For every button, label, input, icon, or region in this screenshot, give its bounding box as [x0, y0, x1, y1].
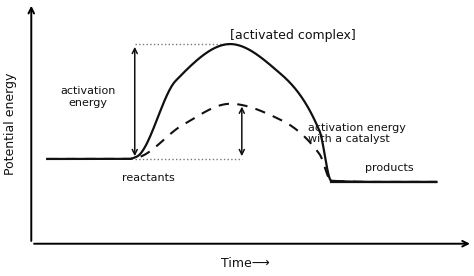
- Text: products: products: [365, 163, 414, 173]
- Text: reactants: reactants: [122, 173, 175, 183]
- Text: activation energy
with a catalyst: activation energy with a catalyst: [308, 123, 406, 144]
- Text: [activated complex]: [activated complex]: [229, 29, 356, 42]
- Text: Potential energy: Potential energy: [4, 72, 17, 174]
- Text: activation
energy: activation energy: [60, 86, 116, 108]
- Text: Time⟶: Time⟶: [221, 257, 270, 270]
